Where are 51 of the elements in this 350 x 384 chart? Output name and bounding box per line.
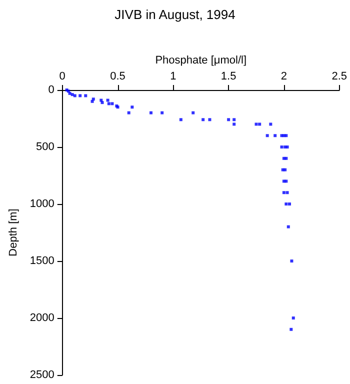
point [286,225,290,228]
chart-title: JIVB in August, 1994 [114,7,236,22]
point [107,102,110,106]
point [73,94,76,98]
y-tick-label: 2000 [30,312,54,324]
point [290,260,294,262]
point [106,98,110,102]
x-axis-title: Phosphate [μmol/l] [155,54,247,67]
point [179,118,182,122]
point [227,118,230,122]
point [84,94,88,98]
point [232,118,236,122]
y-tick-label: 1000 [30,198,54,210]
y-tick-label: 2500 [30,369,54,381]
point [290,328,293,331]
y-tick-label: 1500 [30,255,54,267]
point [284,134,288,138]
point [160,111,164,114]
point [280,146,284,148]
point [202,118,205,122]
x-tick-label: 1 [170,70,176,82]
point [284,180,288,183]
y-tick-label: 0 [48,84,54,96]
point [130,106,134,109]
y-axis-title: Depth [m] [8,208,20,256]
point [284,156,288,160]
point [269,122,272,126]
point [258,122,262,126]
point [282,191,286,194]
point [284,202,288,206]
point [232,122,236,126]
point [284,168,287,172]
point [192,111,195,114]
point [292,316,295,320]
point [254,122,258,126]
point [288,202,291,206]
point [266,134,269,138]
point [274,134,277,138]
point [127,111,130,114]
point [286,191,289,194]
point [78,94,82,98]
point [150,111,153,114]
x-tick-label: 2.5 [332,70,348,82]
point [110,102,114,106]
x-tick-label: 0.5 [110,70,126,82]
point [208,118,212,122]
point [100,101,104,104]
x-tick-label: 1.5 [220,70,236,82]
y-tick-label: 500 [36,141,54,153]
x-tick-label: 2 [280,70,288,82]
x-tick-label: 0 [59,70,66,82]
